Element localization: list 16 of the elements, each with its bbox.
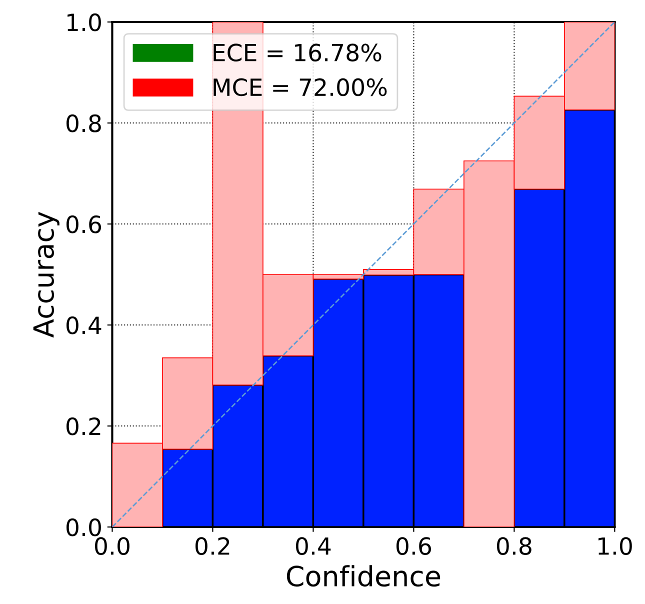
y-tick-label: 0.2 <box>66 417 100 436</box>
y-tick-label: 0.0 <box>66 518 101 536</box>
x-tick-label: 0.4 <box>296 537 331 555</box>
x-tick-label: 0.0 <box>95 537 130 555</box>
x-tick-label: 1.0 <box>598 537 632 555</box>
y-tick-label: 0.8 <box>66 114 101 132</box>
x-tick-label: 0.2 <box>196 537 230 555</box>
x-axis-title: Confidence <box>286 565 440 587</box>
y-axis-title: Accuracy <box>33 212 60 338</box>
y-tick-label: 0.6 <box>66 215 102 234</box>
legend-label: ECE = 16.78% <box>214 44 382 62</box>
y-tick-label: 1.0 <box>68 13 101 32</box>
x-tick-label: 0.8 <box>496 537 532 555</box>
x-tick-label: 0.6 <box>396 537 431 555</box>
y-tick-label: 0.4 <box>66 316 102 334</box>
legend-label: MCE = 72.00% <box>214 78 387 96</box>
